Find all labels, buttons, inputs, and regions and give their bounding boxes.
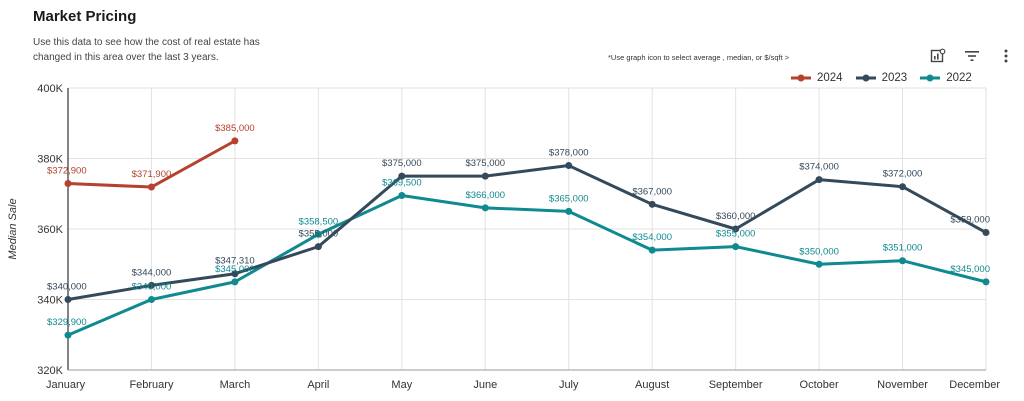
- data-label: $340,000: [47, 282, 87, 293]
- data-point: [231, 137, 239, 145]
- data-label: $345,000: [950, 264, 990, 275]
- data-point: [231, 270, 239, 278]
- data-label: $350,000: [799, 246, 839, 257]
- chart-settings-icon[interactable]: [928, 46, 948, 66]
- data-label: $358,500: [299, 216, 339, 227]
- data-point: [64, 296, 72, 303]
- data-point: [565, 162, 573, 170]
- x-tick-label: November: [877, 379, 928, 391]
- data-point: [648, 246, 656, 254]
- data-label: $374,000: [799, 162, 839, 173]
- x-tick-label: April: [307, 379, 329, 391]
- data-label: $369,500: [382, 178, 422, 189]
- data-label: $385,000: [215, 123, 255, 134]
- x-tick-label: January: [46, 379, 86, 391]
- data-label: $351,000: [883, 243, 923, 254]
- y-tick-label: 380K: [37, 154, 63, 166]
- data-point: [815, 260, 823, 268]
- data-point: [147, 183, 155, 191]
- data-point: [648, 200, 656, 208]
- data-point: [64, 331, 72, 339]
- data-label: $378,000: [549, 148, 589, 159]
- data-label: $372,900: [47, 166, 87, 177]
- data-label: $355,000: [716, 229, 756, 240]
- data-point: [982, 278, 990, 286]
- data-label: $354,000: [632, 232, 672, 243]
- x-tick-label: August: [635, 379, 669, 391]
- legend-label: 2023: [881, 72, 908, 84]
- data-point: [732, 243, 740, 251]
- legend-swatch: [791, 74, 811, 82]
- legend-label: 2022: [946, 72, 972, 84]
- y-axis-label: Median Sale: [7, 198, 19, 259]
- data-point: [147, 296, 155, 303]
- data-label: $329,900: [47, 317, 87, 328]
- filter-icon[interactable]: [962, 46, 982, 66]
- data-label: $359,000: [950, 215, 990, 226]
- series-2024: [64, 137, 239, 191]
- more-vert-icon[interactable]: [996, 46, 1016, 66]
- data-label: $367,000: [632, 186, 672, 197]
- x-tick-label: June: [473, 379, 497, 391]
- data-label: $375,000: [465, 158, 505, 169]
- data-point: [481, 172, 489, 180]
- data-point: [815, 176, 823, 184]
- chart-title: Market Pricing: [33, 8, 137, 25]
- legend-swatch: [920, 74, 941, 82]
- chart-toolbar: [928, 46, 1016, 66]
- data-label: $344,000: [132, 267, 172, 278]
- data-point: [231, 278, 239, 286]
- series-line-2023: [67, 164, 987, 301]
- x-tick-label: July: [559, 379, 579, 391]
- data-label: $340,000: [132, 282, 172, 293]
- gridlines: [67, 87, 987, 371]
- y-tick-label: 320K: [37, 365, 63, 377]
- data-point: [147, 281, 155, 289]
- x-tick-label: February: [129, 379, 174, 391]
- data-point: [314, 243, 322, 251]
- data-label: $371,900: [132, 169, 172, 180]
- x-tick-label: May: [391, 379, 412, 391]
- data-label: $355,000: [299, 229, 339, 240]
- data-label: $345,000: [215, 264, 255, 275]
- legend-item-2023[interactable]: 2023: [855, 72, 908, 84]
- data-point: [314, 230, 322, 238]
- graph-icon-hint: *Use graph icon to select average , medi…: [608, 53, 790, 62]
- y-tick-label: 360K: [37, 224, 63, 236]
- data-point: [481, 204, 489, 212]
- series-2023: [64, 162, 990, 303]
- data-label: $366,000: [465, 190, 505, 201]
- chart-legend: 2024 2023 2022: [790, 72, 972, 84]
- series-2022: [64, 192, 990, 339]
- legend-item-2022[interactable]: 2022: [919, 72, 972, 84]
- x-tick-label: October: [800, 379, 839, 391]
- data-label: $372,000: [883, 169, 923, 180]
- data-point: [982, 229, 990, 237]
- data-label: $375,000: [382, 158, 422, 169]
- x-tick-label: December: [949, 379, 1000, 391]
- data-point: [398, 192, 406, 200]
- data-point: [899, 183, 907, 191]
- data-point: [64, 180, 72, 188]
- y-tick-label: 400K: [37, 83, 63, 95]
- series-line-2022: [67, 194, 987, 337]
- y-tick-label: 340K: [37, 295, 63, 307]
- x-tick-label: March: [220, 379, 251, 391]
- legend-swatch: [855, 74, 876, 82]
- legend-item-2024[interactable]: 2024: [790, 72, 843, 84]
- data-point: [398, 172, 406, 180]
- data-label: $365,000: [549, 193, 589, 204]
- legend-label: 2024: [817, 72, 843, 84]
- data-point: [565, 207, 573, 215]
- data-point: [899, 257, 907, 265]
- data-label: $347,310: [215, 256, 255, 267]
- data-label: $360,000: [716, 211, 756, 222]
- data-point: [732, 225, 740, 233]
- x-tick-label: September: [709, 379, 763, 391]
- chart-subtitle: Use this data to see how the cost of rea…: [33, 37, 260, 63]
